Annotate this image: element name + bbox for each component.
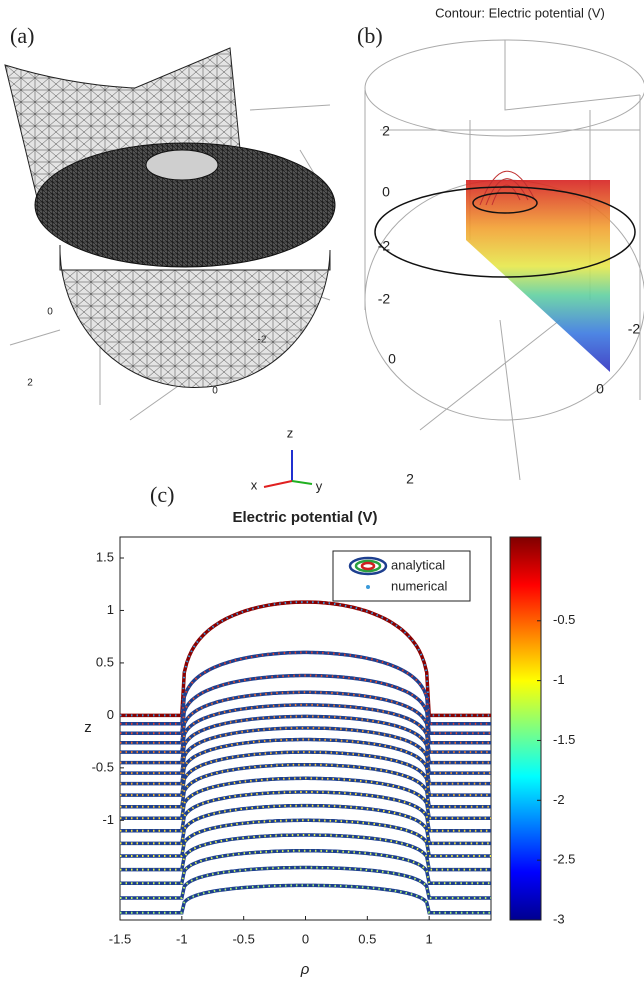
x-tick-label: -0.5 bbox=[232, 931, 254, 946]
x-tick-label: -1.5 bbox=[109, 931, 131, 946]
legend-label: analytical bbox=[391, 557, 445, 572]
panel-label: (c) bbox=[150, 482, 174, 507]
y-label: y bbox=[316, 478, 323, 493]
x-axis-label: ρ bbox=[300, 961, 310, 978]
colorbar-tick-label: -2 bbox=[553, 792, 565, 807]
tick-label: 2 bbox=[382, 123, 390, 139]
colorbar-tick-label: -1.5 bbox=[553, 732, 575, 747]
tick-label: -2 bbox=[378, 291, 391, 307]
figure: (a) (b) Contour: Electric potential (V) … bbox=[0, 0, 644, 986]
z-label: z bbox=[287, 425, 294, 440]
y-tick-label: -1 bbox=[102, 812, 114, 827]
y-tick-label: 0.5 bbox=[96, 654, 114, 669]
colorbar bbox=[510, 537, 541, 920]
x-tick-label: 0 bbox=[302, 931, 309, 946]
x-tick-label: 0.5 bbox=[358, 931, 376, 946]
y-arrow bbox=[292, 481, 312, 484]
colorbar-tick-label: -0.5 bbox=[553, 612, 575, 627]
disk-hole bbox=[146, 150, 218, 180]
legend-icon bbox=[366, 585, 370, 589]
tick-label: -2 bbox=[628, 321, 641, 337]
y-tick-label: 1 bbox=[107, 602, 114, 617]
colorbar-tick-label: -2.5 bbox=[553, 852, 575, 867]
tick-label: 2 bbox=[27, 378, 33, 389]
colorbar-tick-label: -1 bbox=[553, 672, 565, 687]
panel-label: (a) bbox=[10, 23, 34, 48]
y-tick-label: 0 bbox=[107, 707, 114, 722]
tick-label: 0 bbox=[382, 184, 390, 200]
tick-label: 0 bbox=[47, 307, 53, 318]
y-tick-label: 1.5 bbox=[96, 549, 114, 564]
axis-triad: z x y bbox=[251, 425, 323, 493]
x-tick-label: -1 bbox=[176, 931, 188, 946]
tick-label: -2 bbox=[378, 238, 391, 254]
legend-label: numerical bbox=[391, 578, 447, 593]
panel-label: (b) bbox=[357, 23, 383, 48]
tick-label: 0 bbox=[212, 386, 218, 397]
tick-label: 2 bbox=[406, 471, 414, 487]
x-arrow bbox=[264, 481, 292, 487]
chart-title: Electric potential (V) bbox=[232, 509, 377, 526]
panel-b: (b) Contour: Electric potential (V) bbox=[357, 5, 644, 480]
y-tick-label: -0.5 bbox=[92, 759, 114, 774]
panel-a: (a) bbox=[5, 23, 335, 420]
tick-label: 0 bbox=[596, 381, 604, 397]
tick-label: -2 bbox=[258, 335, 267, 346]
page: (a) (b) Contour: Electric potential (V) … bbox=[0, 0, 644, 986]
y-axis-label: z bbox=[84, 719, 92, 736]
colorbar-tick-label: -3 bbox=[553, 911, 565, 926]
x-label: x bbox=[251, 477, 258, 492]
tick-label: 0 bbox=[388, 351, 396, 367]
x-tick-label: 1 bbox=[426, 931, 433, 946]
panel-title: Contour: Electric potential (V) bbox=[435, 5, 605, 20]
